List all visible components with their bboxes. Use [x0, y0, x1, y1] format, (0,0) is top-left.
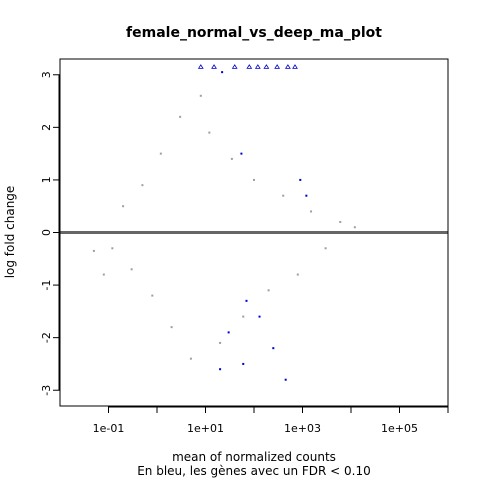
significant-point — [197, 64, 204, 69]
point — [92, 249, 95, 252]
point — [353, 226, 356, 229]
point — [219, 341, 222, 344]
x-tick-label: 1e+03 — [284, 422, 321, 435]
point — [122, 205, 125, 208]
x-tick-label: 1e-01 — [93, 422, 125, 435]
significant-point — [299, 178, 302, 181]
point — [282, 194, 285, 197]
y-tick-label: 2 — [40, 124, 53, 131]
point — [296, 273, 299, 276]
significant-point — [211, 64, 217, 69]
point — [130, 268, 133, 271]
point — [159, 152, 162, 155]
significant-point — [227, 331, 230, 334]
x-axis: 1e-01 1e+01 1e+03 1e+05 — [93, 406, 449, 435]
significant-point — [284, 378, 287, 381]
significant-point — [221, 71, 224, 74]
point — [324, 247, 327, 250]
point — [208, 131, 211, 134]
y-tick-label: -3 — [40, 385, 53, 396]
significant-point — [284, 64, 291, 69]
significant-point — [292, 64, 298, 69]
y-tick-label: -1 — [40, 280, 53, 291]
significant-point — [305, 194, 308, 197]
point — [111, 247, 114, 250]
point — [102, 273, 105, 276]
y-axis: -3 -2 -1 0 1 2 3 — [40, 71, 60, 396]
significant-point — [231, 64, 238, 69]
significant-point — [272, 347, 275, 350]
y-tick-label: -2 — [40, 332, 53, 343]
significant-point — [254, 64, 261, 69]
point — [151, 294, 154, 297]
significant-point — [274, 64, 281, 69]
x-tick-label: 1e+05 — [381, 422, 418, 435]
point — [253, 178, 255, 181]
significant-point — [219, 368, 222, 371]
significant-point — [246, 64, 253, 69]
point — [267, 289, 270, 292]
significant-point — [242, 362, 245, 365]
significant-point — [245, 299, 248, 302]
chart-title: female_normal_vs_deep_ma_plot — [126, 25, 382, 41]
point — [179, 115, 182, 118]
y-tick-label: 0 — [40, 229, 53, 236]
y-axis-label: log fold change — [3, 186, 17, 279]
chart-subtitle: En bleu, les gènes avec un FDR < 0.10 — [137, 464, 371, 478]
significant-point — [240, 152, 243, 155]
point — [199, 94, 202, 97]
point — [242, 315, 245, 318]
x-tick-label: 1e+01 — [187, 422, 224, 435]
point — [189, 357, 192, 360]
y-tick-label: 3 — [40, 71, 53, 78]
significant-point — [263, 64, 270, 69]
point — [339, 220, 342, 223]
point — [170, 326, 173, 329]
points-layer — [92, 64, 356, 381]
point — [230, 157, 233, 160]
y-tick-label: 1 — [40, 176, 53, 183]
x-axis-label: mean of normalized counts — [172, 450, 336, 464]
point — [310, 210, 313, 213]
significant-point — [258, 315, 261, 318]
point — [141, 184, 144, 187]
